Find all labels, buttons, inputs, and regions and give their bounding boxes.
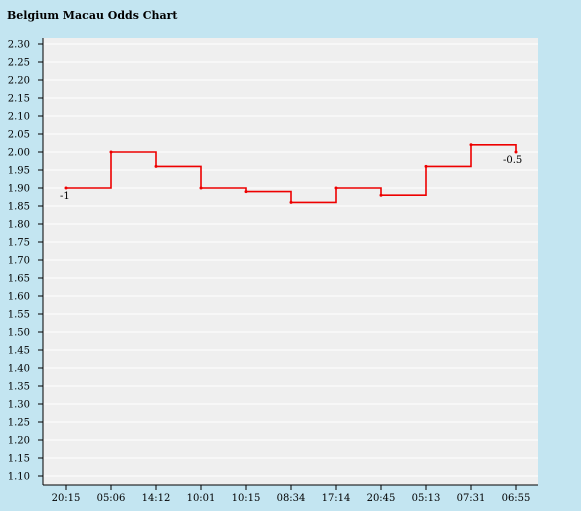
x-tick-label-7: 20:45 — [367, 493, 396, 504]
x-tick-label-9: 07:31 — [457, 493, 486, 504]
y-tick-label-1: 2.25 — [8, 58, 30, 69]
data-point-1 — [109, 150, 113, 154]
y-tick-label-14: 1.60 — [8, 292, 30, 303]
y-tick-label-6: 2.00 — [8, 148, 30, 159]
y-tick-label-21: 1.25 — [8, 418, 30, 429]
data-point-4 — [244, 190, 248, 194]
y-tick-label-10: 1.80 — [8, 220, 30, 231]
y-tick-label-4: 2.10 — [8, 112, 30, 123]
x-tick-label-6: 17:14 — [322, 493, 351, 504]
data-point-2 — [154, 164, 158, 168]
y-tick-label-0: 2.30 — [8, 40, 30, 51]
data-point-3 — [199, 186, 203, 190]
y-tick-label-18: 1.40 — [8, 364, 30, 375]
y-tick-label-20: 1.30 — [8, 400, 30, 411]
y-tick-label-11: 1.75 — [8, 238, 30, 249]
y-tick-label-7: 1.95 — [8, 166, 30, 177]
data-point-0 — [64, 186, 68, 190]
y-tick-label-13: 1.65 — [8, 274, 30, 285]
y-tick-label-16: 1.50 — [8, 328, 30, 339]
y-tick-label-19: 1.35 — [8, 382, 30, 393]
x-tick-label-10: 06:55 — [502, 493, 531, 504]
y-tick-label-5: 2.05 — [8, 130, 30, 141]
x-tick-label-5: 08:34 — [277, 493, 306, 504]
y-tick-label-23: 1.15 — [8, 454, 30, 465]
x-tick-label-3: 10:01 — [187, 493, 216, 504]
y-tick-label-12: 1.70 — [8, 256, 30, 267]
x-tick-label-8: 05:13 — [412, 493, 441, 504]
plot-area — [43, 38, 538, 485]
data-point-7 — [379, 193, 383, 197]
data-point-5 — [289, 200, 293, 204]
y-tick-label-17: 1.45 — [8, 346, 30, 357]
chart-title: Belgium Macau Odds Chart — [7, 9, 178, 22]
annotation-0: -1 — [60, 191, 70, 202]
x-tick-label-2: 14:12 — [142, 493, 171, 504]
x-tick-label-1: 05:06 — [97, 493, 126, 504]
annotation-1: -0.5 — [503, 155, 522, 166]
data-point-10 — [514, 150, 518, 154]
y-tick-label-2: 2.20 — [8, 76, 30, 87]
y-tick-label-15: 1.55 — [8, 310, 30, 321]
y-tick-label-22: 1.20 — [8, 436, 30, 447]
x-tick-label-0: 20:15 — [52, 493, 81, 504]
y-tick-label-24: 1.10 — [8, 472, 30, 483]
data-point-6 — [334, 186, 338, 190]
data-point-9 — [469, 143, 473, 147]
y-tick-label-8: 1.90 — [8, 184, 30, 195]
data-point-8 — [424, 164, 428, 168]
x-tick-label-4: 10:15 — [232, 493, 261, 504]
y-tick-label-3: 2.15 — [8, 94, 30, 105]
y-tick-label-9: 1.85 — [8, 202, 30, 213]
